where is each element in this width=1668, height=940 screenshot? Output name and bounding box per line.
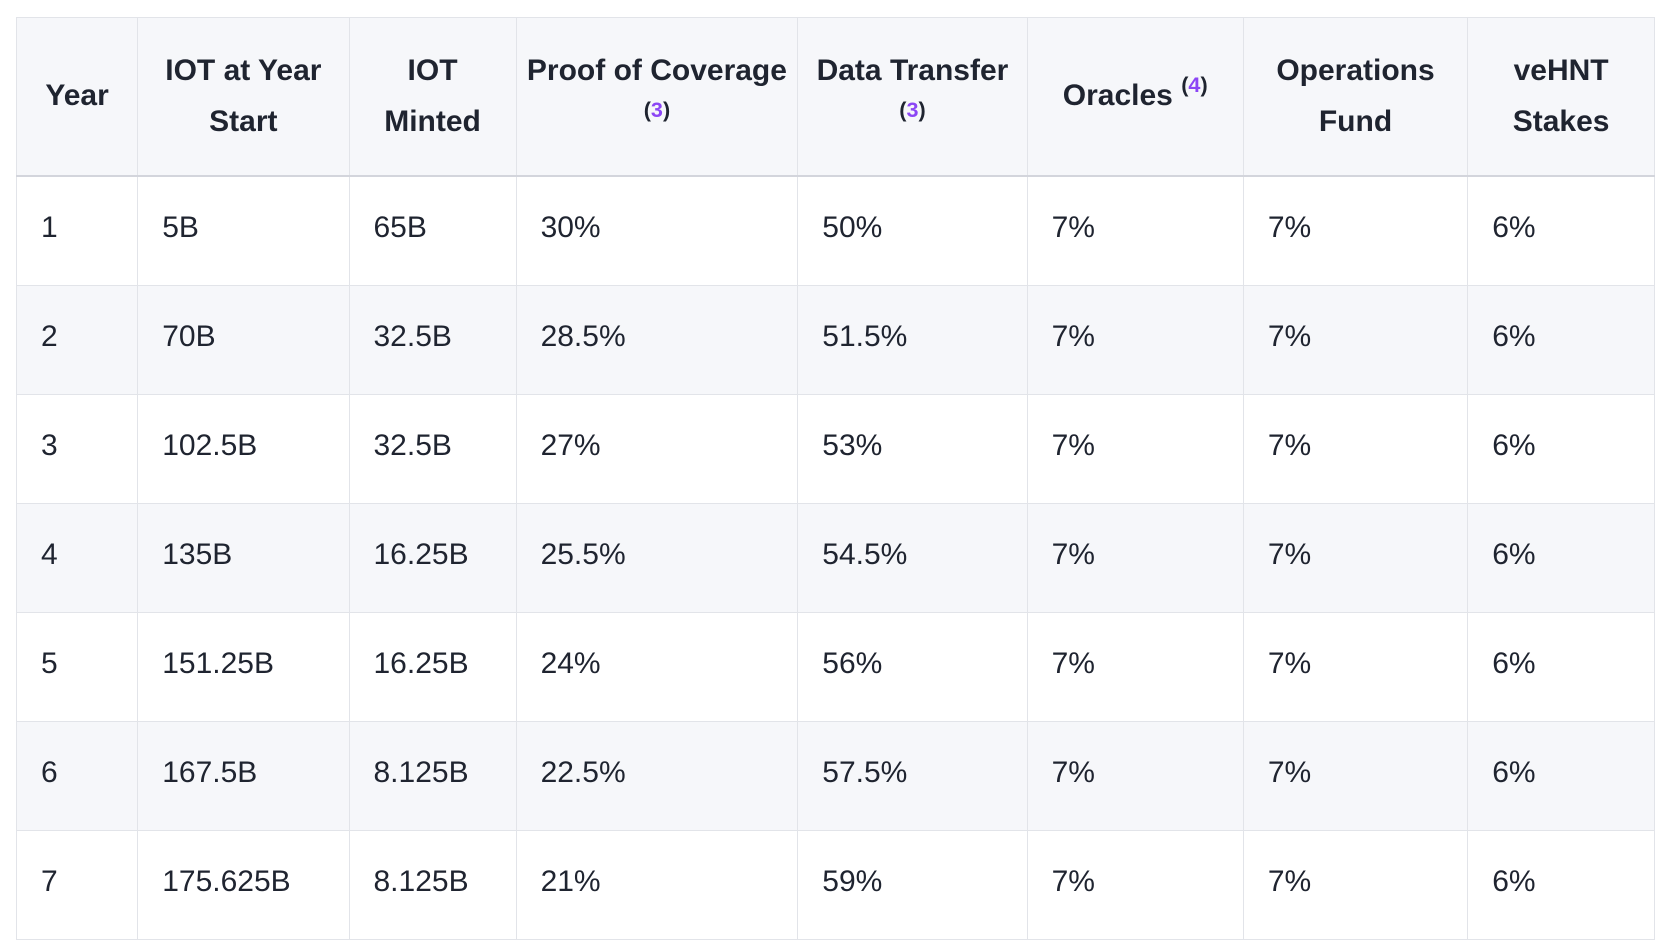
column-header-label: IOT at Year Start [165, 54, 322, 138]
cell-iot-at-year-start: 70B [137, 285, 350, 395]
cell-iot-minted: 16.25B [348, 612, 517, 722]
footnote-paren-close: ) [662, 96, 671, 122]
cell-iot-minted: 32.5B [348, 285, 517, 395]
cell-year: 2 [15, 285, 139, 395]
footnote-link-3[interactable]: 3 [650, 96, 663, 122]
cell-iot-at-year-start: 167.5B [137, 721, 350, 831]
column-header-label: veHNT Stakes [1512, 54, 1610, 138]
cell-year: 1 [15, 175, 139, 286]
cell-iot-minted: 8.125B [348, 830, 517, 940]
column-header-label: Operations Fund [1276, 54, 1435, 138]
cell-proof-of-coverage: 25.5% [515, 503, 799, 613]
cell-operations-fund: 7% [1242, 503, 1469, 613]
cell-data-transfer: 54.5% [797, 503, 1028, 613]
cell-year: 5 [15, 612, 139, 722]
footnote-paren-open: ( [899, 96, 907, 122]
iot-emissions-table: Year IOT at Year Start IOT Minted Proof of … [15, 17, 1655, 940]
column-header-year: Year [15, 17, 139, 177]
cell-operations-fund: 7% [1242, 721, 1469, 831]
cell-data-transfer: 51.5% [797, 285, 1028, 395]
column-header-label: IOT Minted [384, 54, 481, 138]
cell-oracles: 7% [1026, 394, 1244, 504]
cell-proof-of-coverage: 24% [515, 612, 799, 722]
cell-year: 4 [15, 503, 139, 613]
cell-year: 7 [15, 830, 139, 940]
cell-operations-fund: 7% [1242, 175, 1469, 286]
footnote-marker: (3) [899, 97, 925, 122]
footnote-paren-open: ( [643, 96, 651, 122]
footnote-paren-open: ( [1181, 71, 1189, 97]
cell-vehnt-stakes: 6% [1467, 285, 1655, 395]
cell-operations-fund: 7% [1242, 394, 1469, 504]
cell-year: 3 [15, 394, 139, 504]
column-header-label: Year [45, 79, 109, 113]
column-header-label: Oracles [1062, 79, 1173, 113]
cell-year: 6 [15, 721, 139, 831]
column-header-label: Proof of Coverage [526, 54, 787, 88]
cell-iot-at-year-start: 5B [137, 175, 350, 286]
column-header-data-transfer: Data Transfer (3) [797, 17, 1028, 177]
footnote-link-3[interactable]: 3 [906, 96, 919, 122]
footnote-marker: (3) [644, 97, 670, 122]
cell-iot-at-year-start: 151.25B [137, 612, 350, 722]
table-row-year-2: 2 70B 32.5B 28.5% 51.5% 7% 7% 6% [15, 285, 1655, 395]
cell-vehnt-stakes: 6% [1467, 830, 1655, 940]
table-header: Year IOT at Year Start IOT Minted Proof of … [15, 17, 1655, 177]
table-row-year-4: 4 135B 16.25B 25.5% 54.5% 7% 7% 6% [15, 503, 1655, 613]
table-row-year-1: 1 5B 65B 30% 50% 7% 7% 6% [15, 175, 1655, 286]
cell-data-transfer: 50% [797, 175, 1028, 286]
cell-vehnt-stakes: 6% [1467, 175, 1655, 286]
cell-vehnt-stakes: 6% [1467, 612, 1655, 722]
column-header-iot-at-year-start: IOT at Year Start [137, 17, 350, 177]
cell-iot-at-year-start: 135B [137, 503, 350, 613]
footnote-paren-close: ) [918, 96, 926, 122]
cell-proof-of-coverage: 22.5% [515, 721, 799, 831]
cell-iot-minted: 65B [348, 175, 517, 286]
cell-operations-fund: 7% [1242, 285, 1469, 395]
cell-proof-of-coverage: 21% [515, 830, 799, 940]
column-header-iot-minted: IOT Minted [348, 17, 517, 177]
cell-oracles: 7% [1026, 285, 1244, 395]
cell-data-transfer: 56% [797, 612, 1028, 722]
cell-vehnt-stakes: 6% [1467, 721, 1655, 831]
header-row: Year IOT at Year Start IOT Minted Proof of … [15, 17, 1655, 177]
cell-vehnt-stakes: 6% [1467, 394, 1655, 504]
cell-iot-at-year-start: 102.5B [137, 394, 350, 504]
cell-oracles: 7% [1026, 830, 1244, 940]
cell-iot-minted: 16.25B [348, 503, 517, 613]
column-header-vehnt-stakes: veHNT Stakes [1467, 17, 1655, 177]
cell-proof-of-coverage: 28.5% [515, 285, 799, 395]
cell-iot-minted: 32.5B [348, 394, 517, 504]
cell-proof-of-coverage: 30% [515, 175, 799, 286]
column-header-oracles: Oracles (4) [1026, 17, 1244, 177]
footnote-marker: (4) [1181, 72, 1207, 97]
column-header-operations-fund: Operations Fund [1242, 17, 1469, 177]
table-row-year-6: 6 167.5B 8.125B 22.5% 57.5% 7% 7% 6% [15, 721, 1655, 831]
table-body: 1 5B 65B 30% 50% 7% 7% 6% 2 70B 32.5B 28.5% 51.5% 7% 7… [15, 175, 1655, 940]
footnote-paren-close: ) [1200, 71, 1208, 97]
cell-data-transfer: 57.5% [797, 721, 1028, 831]
cell-iot-at-year-start: 175.625B [137, 830, 350, 940]
cell-proof-of-coverage: 27% [515, 394, 799, 504]
table-row-year-7: 7 175.625B 8.125B 21% 59% 7% 7% 6% [15, 830, 1655, 940]
cell-oracles: 7% [1026, 612, 1244, 722]
cell-iot-minted: 8.125B [348, 721, 517, 831]
cell-operations-fund: 7% [1242, 830, 1469, 940]
cell-vehnt-stakes: 6% [1467, 503, 1655, 613]
cell-oracles: 7% [1026, 175, 1244, 286]
cell-oracles: 7% [1026, 503, 1244, 613]
cell-data-transfer: 59% [797, 830, 1028, 940]
column-header-proof-of-coverage: Proof of Coverage (3) [515, 17, 799, 177]
cell-data-transfer: 53% [797, 394, 1028, 504]
footnote-link-4[interactable]: 4 [1188, 71, 1201, 97]
cell-oracles: 7% [1026, 721, 1244, 831]
column-header-label: Data Transfer [816, 54, 1009, 88]
cell-operations-fund: 7% [1242, 612, 1469, 722]
table-row-year-5: 5 151.25B 16.25B 24% 56% 7% 7% 6% [15, 612, 1655, 722]
table-row-year-3: 3 102.5B 32.5B 27% 53% 7% 7% 6% [15, 394, 1655, 504]
